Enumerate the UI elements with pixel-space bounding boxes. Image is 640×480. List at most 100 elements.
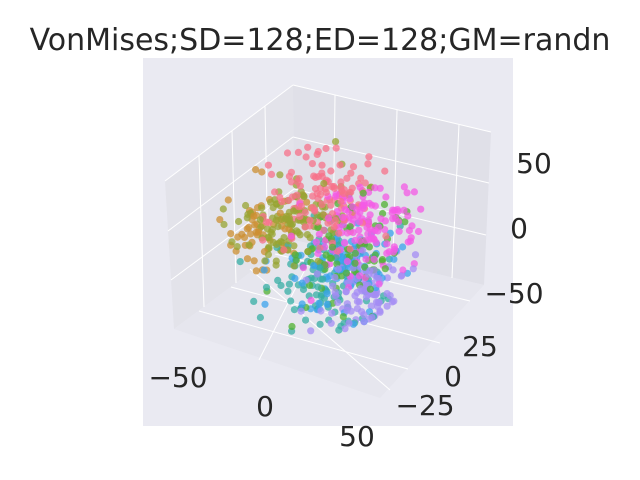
scatter-point <box>242 201 250 210</box>
scatter-point <box>383 290 391 298</box>
scatter-point <box>216 216 224 224</box>
scatter-point <box>399 266 407 274</box>
scatter-point <box>400 206 408 214</box>
scatter-point <box>369 291 377 299</box>
scatter-point <box>356 237 364 245</box>
scatter-point <box>332 138 340 146</box>
scatter-point <box>411 251 420 259</box>
z-tick-label-2: 0 <box>510 212 528 245</box>
scatter-point <box>307 296 315 304</box>
scatter-point <box>250 257 258 265</box>
scatter-point <box>400 183 408 191</box>
scatter-point <box>349 163 358 171</box>
scatter-point <box>339 313 347 321</box>
scatter-point <box>332 144 340 152</box>
grid-line <box>292 84 492 133</box>
scatter-point <box>293 191 301 199</box>
scatter-point <box>383 240 391 248</box>
scatter-point <box>285 172 293 180</box>
scatter-point <box>272 257 280 265</box>
scatter-point <box>252 166 260 174</box>
scatter-point <box>414 227 423 236</box>
scatter-point <box>376 307 384 315</box>
scatter-point <box>302 153 310 161</box>
scatter-point <box>378 256 387 264</box>
scatter-point <box>250 212 258 220</box>
scatter-point <box>371 184 379 192</box>
scatter-point <box>365 270 373 278</box>
scatter-point <box>364 216 372 224</box>
scatter-point <box>296 231 304 239</box>
scatter-point <box>353 206 361 214</box>
scatter-point <box>260 266 268 274</box>
scatter-point <box>342 269 350 277</box>
scatter-point <box>268 225 276 234</box>
grid-line <box>292 136 490 184</box>
scatter-point <box>287 297 295 305</box>
scatter-point <box>236 258 244 266</box>
scatter-point <box>323 290 331 298</box>
scatter-point <box>327 201 335 209</box>
scatter-point <box>348 184 356 192</box>
scatter-point <box>261 257 269 265</box>
scatter-point <box>346 245 354 253</box>
scatter-point <box>317 307 325 315</box>
scatter-point <box>362 236 370 244</box>
scatter-point <box>355 226 363 234</box>
scatter-point <box>290 242 298 250</box>
grid-line <box>198 155 205 308</box>
scatter-point <box>383 249 391 257</box>
back-left-pane <box>165 85 294 329</box>
x-tick-label-1: −50 <box>148 361 207 394</box>
scatter-point <box>287 178 295 186</box>
scatter-point <box>280 246 288 254</box>
scatter-point <box>339 213 347 221</box>
scatter-point <box>401 218 409 226</box>
scatter-point <box>250 297 258 305</box>
grid-line <box>231 130 237 284</box>
scatter-point <box>313 270 321 278</box>
scatter-point <box>312 238 320 246</box>
scatter-point <box>318 200 326 208</box>
scatter-point <box>252 267 260 275</box>
scatter-point <box>334 298 342 306</box>
scatter-point <box>316 191 325 199</box>
scatter-point <box>306 234 314 242</box>
scatter-point <box>327 167 335 175</box>
scatter-point <box>258 204 266 212</box>
scatter-point <box>376 184 384 192</box>
scatter-point <box>334 265 342 273</box>
scatter-point <box>383 302 391 310</box>
scatter-point <box>380 200 389 209</box>
scatter-point <box>233 243 241 251</box>
scatter-point <box>264 161 272 169</box>
scatter-point <box>285 280 293 288</box>
scatter-point <box>343 306 351 314</box>
scatter-point <box>234 233 242 241</box>
scatter-point <box>303 198 311 206</box>
scatter-point <box>341 206 349 214</box>
scatter-point <box>403 189 411 197</box>
scatter-points <box>216 138 425 335</box>
y-tick-label-1: −25 <box>395 389 454 422</box>
scatter-point <box>351 259 359 267</box>
scatter-point <box>276 171 284 179</box>
scatter-point <box>247 230 255 238</box>
scatter-point <box>219 205 227 213</box>
scatter-point <box>318 169 326 177</box>
scatter-point <box>404 238 412 246</box>
scatter-point <box>368 314 376 322</box>
scatter-point <box>333 247 342 255</box>
scatter-point <box>278 198 286 206</box>
scatter-point <box>362 255 370 263</box>
scatter-point <box>388 209 396 217</box>
scatter-point <box>361 179 369 187</box>
scatter-point <box>394 207 402 215</box>
scatter-point <box>220 220 228 229</box>
scatter-point <box>318 161 326 169</box>
scatter-point <box>264 233 272 241</box>
scatter-point <box>342 288 350 296</box>
scatter-point <box>371 226 379 235</box>
scatter-point <box>375 274 383 283</box>
